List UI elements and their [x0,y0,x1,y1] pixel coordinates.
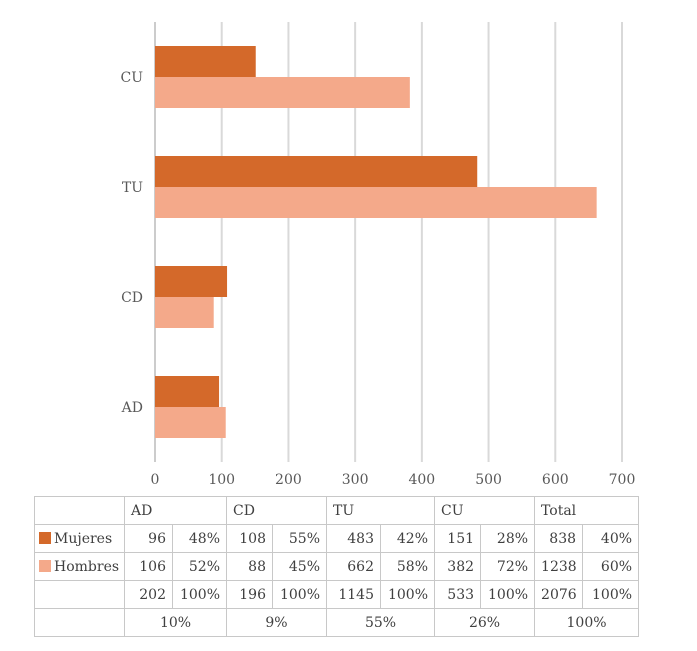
x-tick-label: 100 [208,472,235,488]
row-label-hombres: Hombres [34,552,125,581]
table-cell: 202 [124,580,173,609]
x-tick-label: 0 [151,472,160,488]
table-cell: 58% [379,552,436,581]
table-cell: 28% [480,524,536,553]
table-cell: 100% [272,580,327,609]
table-cell: 106 [124,552,173,581]
table-cell: 1145 [326,580,381,609]
bar-chart: AD CD TU CU 0 100 200 300 400 500 600 700 [120,22,636,488]
table-cell: 662 [326,552,381,581]
table-cell: 108 [226,524,273,553]
bar-hombres-tu [155,187,597,218]
table-corner-cell [34,496,125,525]
table-cell: 100% [379,580,436,609]
table-cell: 72% [480,552,536,581]
table-cell: 483 [326,524,381,553]
bar-hombres-cd [155,297,214,328]
table-row-mujeres: Mujeres 96 48% 108 55% 483 42% 151 28% 8… [34,524,640,553]
legend-swatch-hombres [39,559,51,572]
table-cell: 96 [124,524,173,553]
x-tick-label: 500 [475,472,502,488]
table-header-cd: CD [226,496,327,525]
x-tick-label: 200 [275,472,302,488]
x-tick-labels: 0 100 200 300 400 500 600 700 [151,472,636,488]
table-cell: 151 [434,524,482,553]
x-tick-label: 700 [609,472,636,488]
table-cell: 1238 [534,552,584,581]
category-label-cu: CU [120,70,143,86]
share-cell-cd: 9% [226,608,327,637]
table-header-total: Total [534,496,640,525]
table-row-shares: 10% 9% 55% 26% 100% [34,608,640,637]
table-cell: 100% [172,580,227,609]
table-cell: 42% [379,524,436,553]
table-cell: 45% [272,552,327,581]
data-table: AD CD TU CU Total Mujeres 96 48% 108 55%… [34,496,640,637]
x-tick-label: 400 [408,472,435,488]
row-label-empty [34,580,125,609]
share-cell-cu: 26% [434,608,536,637]
table-cell: 196 [226,580,273,609]
legend-label-hombres: Hombres [54,558,120,575]
category-labels: AD CD TU CU [120,70,143,416]
table-cell: 100% [582,580,640,609]
bar-hombres-ad [155,407,226,438]
share-cell-total: 100% [534,608,640,637]
share-cell-tu: 55% [325,608,436,637]
bar-mujeres-ad [155,376,220,407]
table-row-hombres: Hombres 106 52% 88 45% 662 58% 382 72% 1… [34,552,640,581]
share-cell-ad: 10% [124,608,227,637]
table-header-tu: TU [325,496,436,525]
bar-mujeres-cu [155,46,256,77]
bar-hombres-cu [155,77,410,108]
x-tick-label: 600 [542,472,569,488]
bars [155,46,597,438]
table-header-row: AD CD TU CU Total [34,496,640,525]
bar-mujeres-tu [155,156,478,187]
table-cell: 100% [480,580,536,609]
row-label-mujeres: Mujeres [34,524,125,553]
table-cell: 2076 [534,580,584,609]
table-cell: 52% [172,552,227,581]
x-tick-label: 300 [342,472,369,488]
legend-swatch-mujeres [39,531,51,544]
category-label-cd: CD [121,290,143,306]
table-cell: 838 [534,524,584,553]
table-cell: 40% [582,524,640,553]
category-label-tu: TU [122,180,143,196]
category-label-ad: AD [121,400,143,416]
table-row-totals: 202 100% 196 100% 1145 100% 533 100% 207… [34,580,640,609]
table-header-cu: CU [434,496,536,525]
table-cell: 88 [226,552,273,581]
table-cell: 382 [434,552,482,581]
row-label-empty [34,608,125,637]
legend-label-mujeres: Mujeres [54,530,113,547]
bar-mujeres-cd [155,266,228,297]
table-cell: 60% [582,552,640,581]
table-cell: 533 [434,580,482,609]
table-header-ad: AD [124,496,227,525]
table-cell: 48% [172,524,227,553]
table-cell: 55% [272,524,327,553]
